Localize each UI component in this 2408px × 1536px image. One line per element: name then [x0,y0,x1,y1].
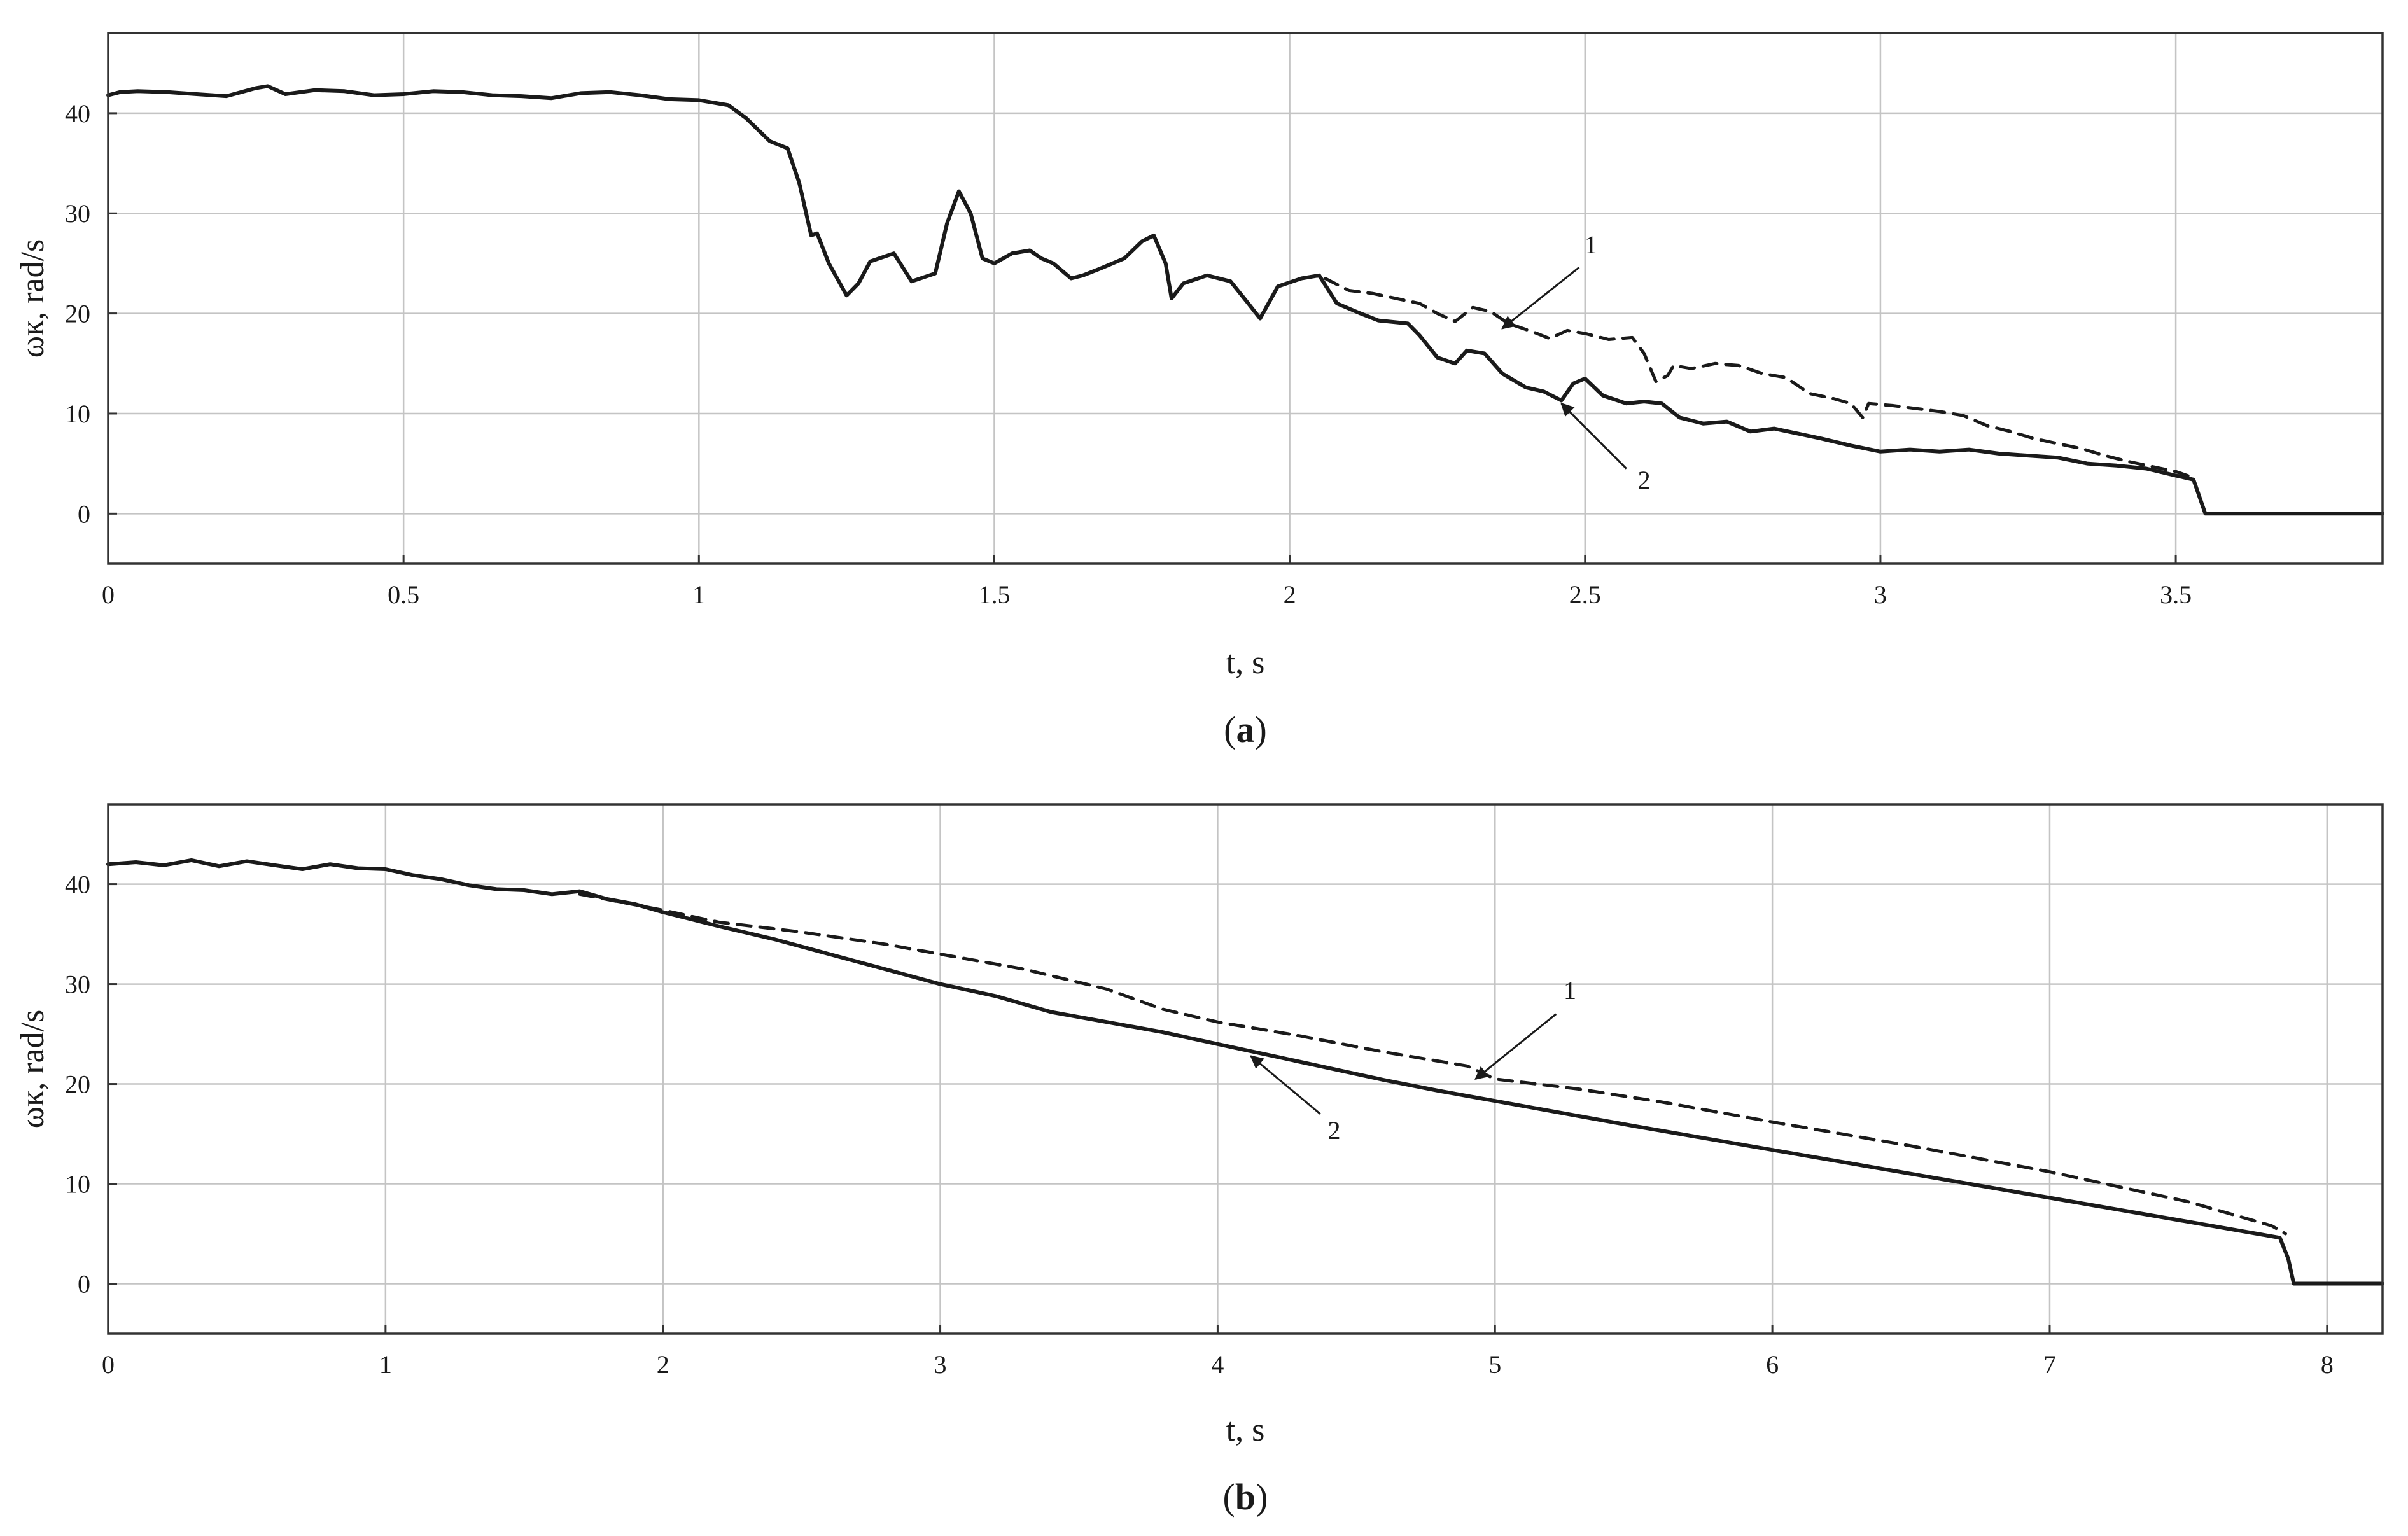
y-tick-label: 10 [65,1170,90,1199]
callout-arrow [1474,1013,1557,1080]
chart-panel-b: 0 1 2 3 4 5 6 7 8 0 10 20 30 40 1 2 t, s ωк, rad/s (b) [15,803,2384,1518]
x-tick-label: 5 [1488,1350,1501,1379]
series-line-solid [106,858,2384,1286]
x-tick-label: 3.5 [2160,580,2192,609]
x-tick-label: 6 [1766,1350,1779,1379]
callout-label: 1 [1585,230,1597,259]
callout-arrow [1250,1055,1321,1115]
x-tick-label: 0 [102,1350,115,1379]
chart-panel-a: 0 0.5 1 1.5 2 2.5 3 3.5 0 10 20 30 40 1 2 t, s ωк, rad/s… [15,32,2384,750]
panel-label: (b) [1223,1476,1268,1518]
series-line-dashed [1323,277,2195,480]
x-tick-label: 3 [1874,580,1887,609]
callout-label: 2 [1638,466,1651,494]
panel-label: (a) [1224,709,1267,750]
x-axis-label: t, s [1226,1412,1265,1448]
callout-label: 2 [1327,1116,1340,1145]
y-tick-label: 0 [78,1270,90,1299]
y-tick-label: 40 [65,870,90,899]
y-tick-label: 30 [65,199,90,228]
plot-frame [107,32,2384,565]
x-tick-label: 2 [657,1350,669,1379]
x-axis-label: t, s [1226,645,1265,681]
callout-label: 1 [1564,976,1576,1005]
series-line-dashed [578,892,2287,1236]
x-tick-label: 1.5 [978,580,1010,609]
plot-frame [107,803,2384,1335]
x-tick-label: 2.5 [1569,580,1601,609]
x-tick-label: 1 [379,1350,392,1379]
y-axis-label: ωк, rad/s [15,239,51,358]
y-tick-label: 0 [78,499,90,528]
x-tick-label: 8 [2321,1350,2334,1379]
y-tick-label: 30 [65,970,90,999]
y-tick-label: 20 [65,1070,90,1099]
callout-arrow [1501,267,1580,330]
y-tick-label: 20 [65,300,90,328]
y-tick-label: 40 [65,99,90,128]
x-tick-label: 2 [1284,580,1296,609]
x-tick-label: 0 [102,580,115,609]
x-tick-label: 3 [934,1350,947,1379]
x-tick-label: 0.5 [388,580,419,609]
plot-area [108,804,2383,1334]
y-tick-label: 10 [65,400,90,428]
series-line-solid [106,84,2384,516]
x-tick-label: 1 [692,580,705,609]
y-axis-label: ωк, rad/s [15,1010,51,1129]
callout-arrow [1560,402,1627,470]
x-tick-label: 4 [1211,1350,1224,1379]
x-tick-label: 7 [2043,1350,2056,1379]
